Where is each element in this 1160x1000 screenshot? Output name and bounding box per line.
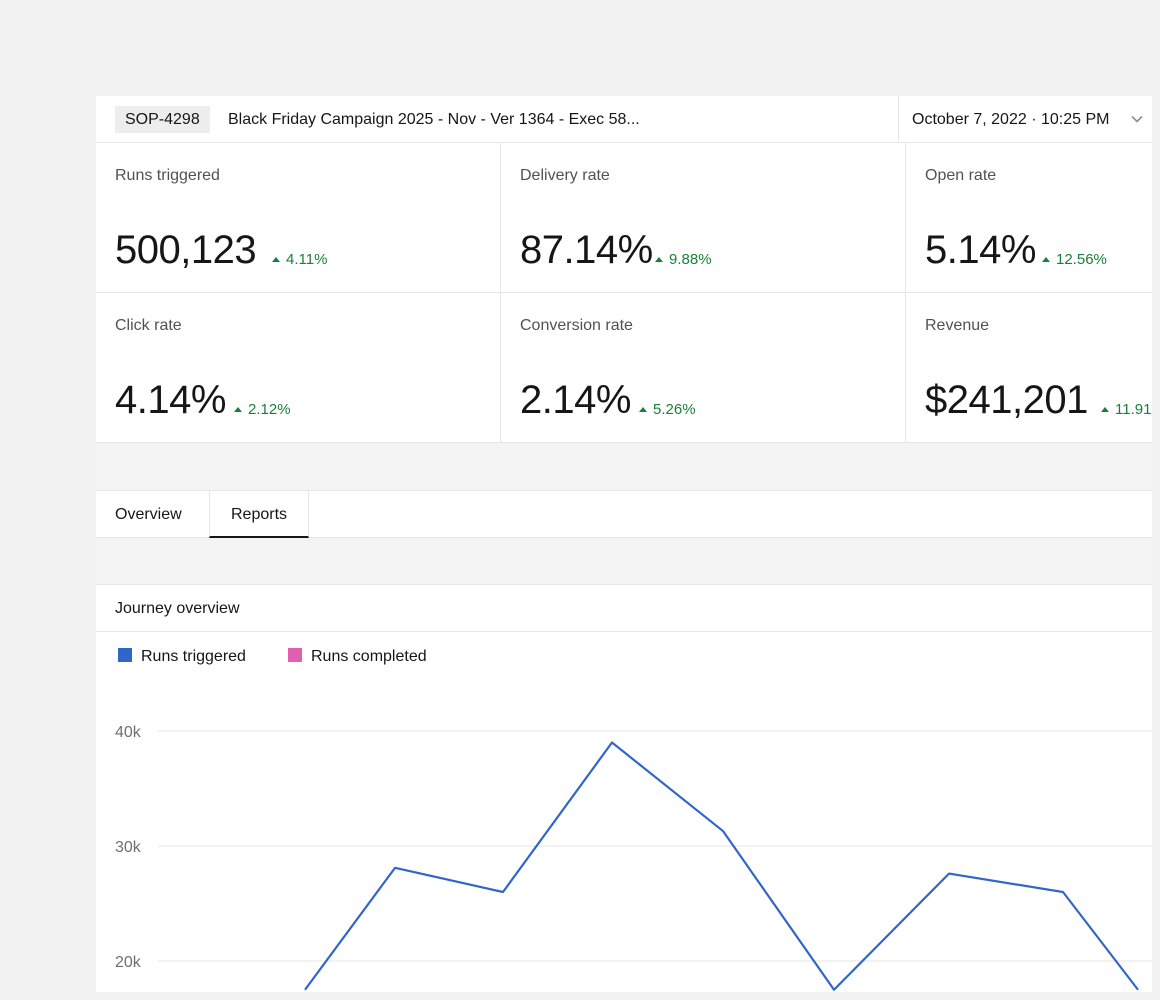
metric-delta: 2.12%	[234, 401, 291, 418]
series-line-0	[304, 741, 1139, 991]
date-range-select[interactable]: October 7, 2022 · 10:25 PM	[899, 96, 1152, 143]
metric-delta: 11.91	[1101, 401, 1151, 418]
metric-card-click-rate: Click rate 4.14% 2.12%	[96, 293, 501, 443]
metric-delta-value: 2.12%	[248, 401, 291, 418]
metric-delta-value: 4.11%	[286, 251, 328, 268]
trend-up-icon	[639, 407, 647, 412]
legend-swatch	[118, 648, 132, 662]
journey-line-chart: 40k 30k 20k	[115, 724, 1152, 991]
metric-delta-value: 11.91	[1115, 401, 1152, 418]
report-header: SOP-4298 Black Friday Campaign 2025 - No…	[96, 96, 1152, 143]
metric-label: Runs triggered	[115, 167, 220, 184]
trend-up-icon	[1101, 407, 1109, 412]
metric-label: Click rate	[115, 317, 182, 334]
metric-card-delivery-rate: Delivery rate 87.14% 9.88%	[501, 143, 906, 293]
metric-card-revenue: Revenue $241,201 11.91	[906, 293, 1152, 443]
campaign-title: Black Friday Campaign 2025 - Nov - Ver 1…	[228, 111, 640, 128]
metric-value: $241,201	[925, 378, 1088, 422]
metrics-grid: Runs triggered 500,123 4.11% Delivery ra…	[96, 143, 1152, 443]
date-select-value: October 7, 2022 · 10:25 PM	[912, 111, 1110, 128]
metric-card-open-rate: Open rate 5.14% 12.56%	[906, 143, 1152, 293]
legend-item-runs-triggered[interactable]: Runs triggered	[118, 647, 246, 667]
metric-label: Delivery rate	[520, 167, 610, 184]
trend-up-icon	[234, 407, 242, 412]
metric-delta: 12.56%	[1042, 251, 1107, 268]
trend-up-icon	[655, 257, 663, 262]
metric-card-conversion-rate: Conversion rate 2.14% 5.26%	[501, 293, 906, 443]
metric-value: 87.14%	[520, 228, 653, 272]
trend-up-icon	[272, 257, 280, 262]
chart-header: Journey overview	[96, 585, 1152, 632]
tab-reports[interactable]: Reports	[209, 491, 309, 538]
legend-label: Runs triggered	[141, 648, 246, 665]
section-spacer	[96, 538, 1152, 585]
metric-value: 4.14%	[115, 378, 226, 422]
tab-overview[interactable]: Overview	[115, 506, 182, 523]
metric-label: Open rate	[925, 167, 997, 184]
metric-value: 2.14%	[520, 378, 631, 422]
metric-delta-value: 9.88%	[669, 251, 712, 268]
trend-up-icon	[1042, 257, 1050, 262]
y-tick-label: 40k	[115, 724, 142, 741]
y-tick-label: 20k	[115, 954, 142, 971]
report-tabs: Overview Reports	[96, 491, 1152, 538]
metric-label: Revenue	[925, 317, 990, 334]
metric-card-runs-triggered: Runs triggered 500,123 4.11%	[96, 143, 501, 293]
section-spacer	[96, 443, 1152, 491]
metric-value: 5.14%	[925, 228, 1036, 272]
campaign-id-badge: SOP-4298	[115, 106, 210, 133]
legend-label: Runs completed	[311, 648, 427, 665]
metric-value: 500,123	[115, 228, 257, 272]
header-divider	[898, 96, 899, 143]
chevron-down-icon	[1131, 115, 1143, 123]
metric-delta-value: 12.56%	[1056, 251, 1107, 268]
chart-section-title: Journey overview	[115, 600, 240, 617]
legend-item-runs-completed[interactable]: Runs completed	[288, 647, 427, 667]
metric-delta-value: 5.26%	[653, 401, 696, 418]
metric-delta: 9.88%	[655, 251, 712, 268]
y-tick-label: 30k	[115, 839, 142, 856]
campaign-report-panel: SOP-4298 Black Friday Campaign 2025 - No…	[96, 96, 1152, 992]
metric-delta: 4.11%	[272, 251, 327, 268]
metric-label: Conversion rate	[520, 317, 633, 334]
metric-delta: 5.26%	[639, 401, 696, 418]
legend-swatch	[288, 648, 302, 662]
